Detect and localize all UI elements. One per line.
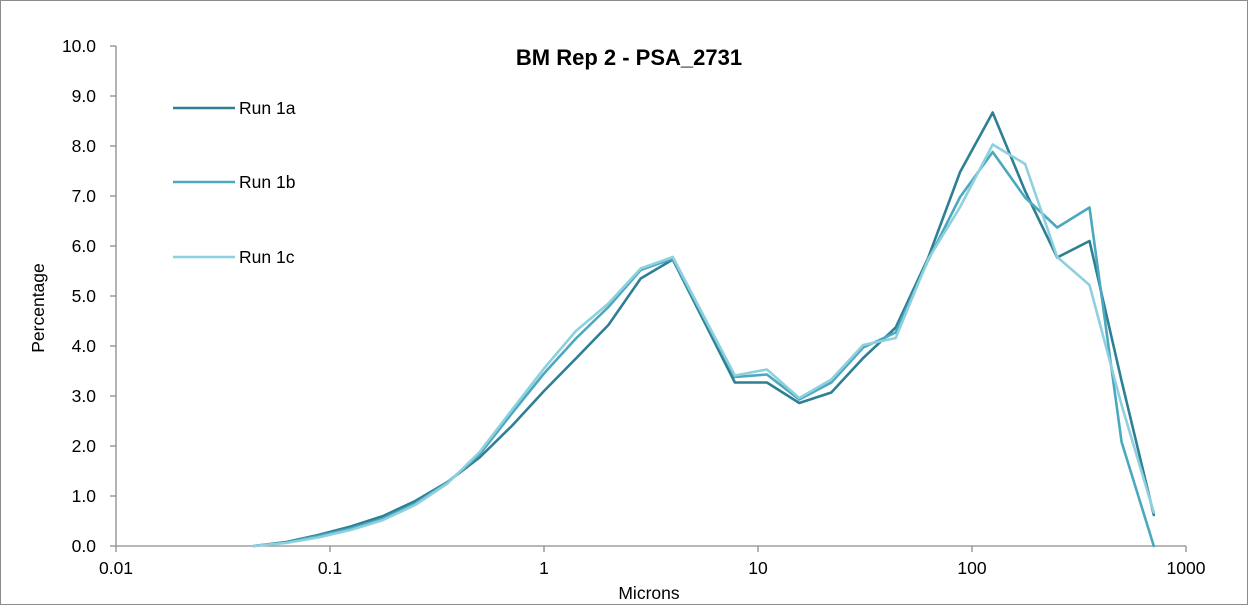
- series-line-3: [252, 143, 1156, 548]
- legend-label-2: Run 1b: [239, 172, 295, 192]
- axis-ticks: 0.0 1.0 2.0 3.0 4.0 5.0 6.0 7.0 8.0 9.0 10.0 0.01 0.…: [62, 36, 1206, 578]
- legend-label-1: Run 1a: [239, 98, 296, 118]
- y-axis-label: Percentage: [28, 263, 48, 353]
- y-tick-label: 6.0: [72, 236, 97, 256]
- x-tick-label: 10: [748, 558, 768, 578]
- y-tick-label: 5.0: [72, 286, 97, 306]
- chart-title: BM Rep 2 - PSA_2731: [516, 45, 742, 70]
- legend: Run 1a Run 1b Run 1c: [173, 98, 296, 267]
- y-tick-label: 9.0: [72, 86, 97, 106]
- y-tick-label: 7.0: [72, 186, 97, 206]
- x-axis-label: Microns: [618, 583, 680, 603]
- y-tick-label: 0.0: [72, 536, 97, 556]
- x-tick-label: 100: [957, 558, 986, 578]
- legend-label-3: Run 1c: [239, 247, 295, 267]
- series-line-2: [252, 150, 1156, 548]
- series-line-1: [252, 111, 1156, 548]
- x-tick-label: 1000: [1167, 558, 1206, 578]
- y-tick-label: 8.0: [72, 136, 97, 156]
- y-tick-label: 4.0: [72, 336, 97, 356]
- y-tick-label: 2.0: [72, 436, 97, 456]
- x-tick-label: 0.01: [99, 558, 133, 578]
- y-tick-label: 3.0: [72, 386, 97, 406]
- x-tick-label: 0.1: [318, 558, 342, 578]
- x-tick-label: 1: [539, 558, 549, 578]
- series-lines: [252, 111, 1156, 548]
- y-tick-label: 1.0: [72, 486, 97, 506]
- y-tick-label: 10.0: [62, 36, 96, 56]
